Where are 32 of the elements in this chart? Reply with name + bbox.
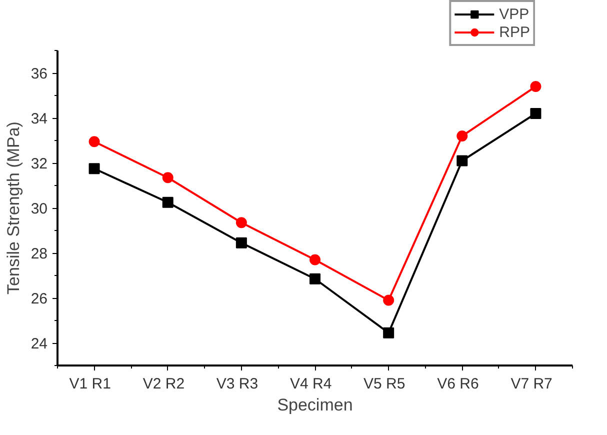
point bbox=[236, 217, 247, 228]
y-tick-label: 28 bbox=[30, 246, 48, 262]
x-tick-label: V2 R2 bbox=[142, 376, 185, 392]
y-axis-title: Tensile Strength (MPa) bbox=[4, 122, 23, 294]
x-tick-label: V5 R5 bbox=[364, 376, 406, 392]
point bbox=[530, 108, 542, 119]
y-tick-label: 26 bbox=[30, 290, 48, 308]
point bbox=[456, 130, 468, 142]
point bbox=[162, 196, 174, 208]
point bbox=[383, 327, 394, 338]
point bbox=[456, 155, 468, 166]
point bbox=[383, 294, 394, 306]
x-tick-label: V3 R3 bbox=[216, 376, 258, 392]
point bbox=[530, 81, 542, 92]
x-axis-title: Specimen bbox=[277, 396, 353, 414]
x-tick-label: V7 R7 bbox=[510, 376, 552, 392]
y-tick-label: 24 bbox=[30, 336, 48, 352]
x-tick-label: V1 R1 bbox=[69, 376, 111, 392]
x-tick-label: V6 R6 bbox=[437, 376, 479, 392]
point bbox=[88, 136, 100, 148]
point bbox=[88, 163, 100, 174]
y-tick-label: 34 bbox=[30, 110, 48, 128]
legend-label: VPP bbox=[499, 5, 530, 23]
legend-label: RPP bbox=[499, 23, 530, 41]
y-tick-label: 36 bbox=[30, 66, 48, 82]
point bbox=[310, 254, 320, 266]
x-tick-label: V4 R4 bbox=[290, 376, 332, 392]
point bbox=[236, 237, 247, 248]
point bbox=[310, 273, 320, 284]
y-tick-label: 32 bbox=[30, 156, 48, 172]
point bbox=[162, 172, 174, 184]
y-tick-label: 30 bbox=[30, 200, 48, 218]
